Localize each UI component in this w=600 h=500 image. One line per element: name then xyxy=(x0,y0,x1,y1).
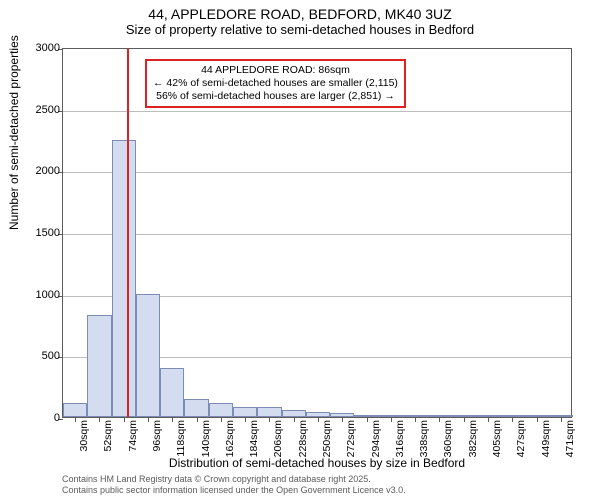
x-tick-mark xyxy=(294,417,295,422)
y-tick-label: 0 xyxy=(10,412,60,424)
y-axis-label: Number of semi-detached properties xyxy=(7,35,21,230)
y-tick-label: 2500 xyxy=(10,104,60,116)
histogram-bar xyxy=(63,403,87,417)
x-tick-mark xyxy=(99,417,100,422)
x-tick-mark xyxy=(512,417,513,422)
y-tick-label: 2000 xyxy=(10,165,60,177)
reference-marker-line xyxy=(127,49,129,417)
x-tick-mark xyxy=(269,417,270,422)
histogram-bar xyxy=(209,403,233,417)
x-tick-mark xyxy=(367,417,368,422)
chart-title-main: 44, APPLEDORE ROAD, BEDFORD, MK40 3UZ xyxy=(0,6,600,22)
x-tick-mark xyxy=(342,417,343,422)
histogram-bar xyxy=(257,407,281,417)
x-tick-mark xyxy=(197,417,198,422)
x-tick-mark xyxy=(148,417,149,422)
histogram-bar xyxy=(87,315,111,417)
histogram-bar xyxy=(160,368,184,417)
chart-title-sub: Size of property relative to semi-detach… xyxy=(0,22,600,37)
x-tick-mark xyxy=(245,417,246,422)
x-axis-label: Distribution of semi-detached houses by … xyxy=(62,456,572,470)
x-tick-mark xyxy=(391,417,392,422)
annotation-line2: ← 42% of semi-detached houses are smalle… xyxy=(153,77,398,90)
chart-title-block: 44, APPLEDORE ROAD, BEDFORD, MK40 3UZ Si… xyxy=(0,0,600,37)
histogram-bar xyxy=(184,399,208,418)
histogram-bar xyxy=(136,294,160,417)
footer-line2: Contains public sector information licen… xyxy=(62,485,406,496)
x-tick-mark xyxy=(561,417,562,422)
footer-attribution: Contains HM Land Registry data © Crown c… xyxy=(62,474,406,496)
footer-line1: Contains HM Land Registry data © Crown c… xyxy=(62,474,406,485)
y-tick-label: 500 xyxy=(10,350,60,362)
histogram-bar xyxy=(112,140,136,418)
x-tick-mark xyxy=(172,417,173,422)
y-tick-label: 1000 xyxy=(10,289,60,301)
chart-plot-area: 44 APPLEDORE ROAD: 86sqm ← 42% of semi-d… xyxy=(62,48,572,418)
histogram-bar xyxy=(282,410,306,417)
x-tick-mark xyxy=(415,417,416,422)
annotation-line3: 56% of semi-detached houses are larger (… xyxy=(153,90,398,103)
annotation-line1: 44 APPLEDORE ROAD: 86sqm xyxy=(153,64,398,77)
x-tick-mark xyxy=(221,417,222,422)
y-tick-label: 3000 xyxy=(10,42,60,54)
annotation-box: 44 APPLEDORE ROAD: 86sqm ← 42% of semi-d… xyxy=(145,59,406,108)
x-tick-mark xyxy=(488,417,489,422)
y-tick-label: 1500 xyxy=(10,227,60,239)
x-tick-mark xyxy=(439,417,440,422)
x-tick-mark xyxy=(124,417,125,422)
x-tick-mark xyxy=(464,417,465,422)
x-tick-mark xyxy=(75,417,76,422)
x-tick-mark xyxy=(318,417,319,422)
x-tick-mark xyxy=(537,417,538,422)
histogram-bar xyxy=(233,407,257,417)
